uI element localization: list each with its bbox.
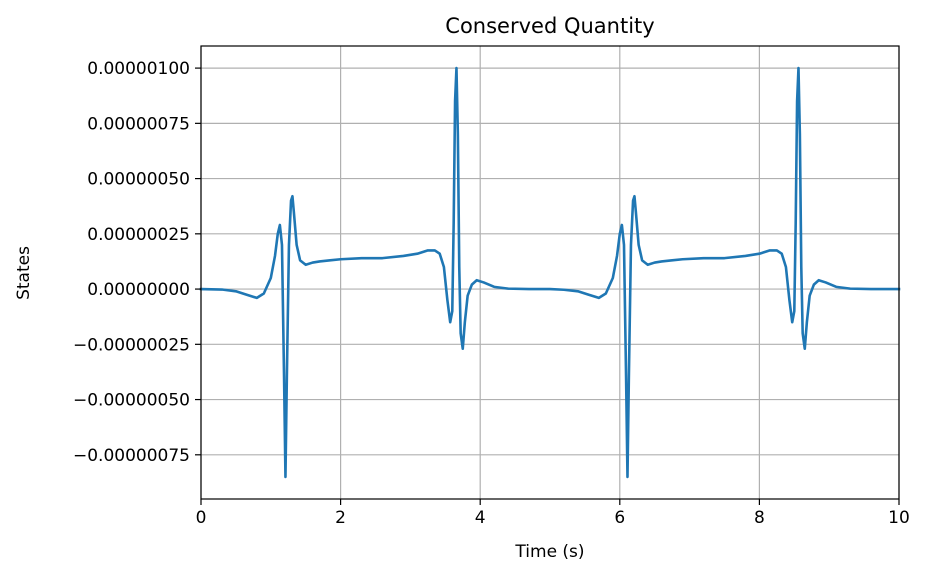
y-axis-label: States bbox=[14, 246, 34, 300]
y-axis: −0.00000075 −0.00000050 −0.00000025 0.00000… bbox=[73, 59, 201, 466]
x-tick-label: 2 bbox=[335, 508, 346, 528]
x-tick-label: 0 bbox=[196, 508, 207, 528]
y-tick-label: −0.00000050 bbox=[73, 391, 190, 411]
chart-title: Conserved Quantity bbox=[445, 14, 654, 38]
y-tick-label: 0.00000100 bbox=[87, 59, 190, 79]
series-line bbox=[199, 66, 901, 479]
x-tick-label: 4 bbox=[475, 508, 486, 528]
y-tick-label: 0.00000000 bbox=[87, 280, 190, 300]
series-layer bbox=[199, 66, 901, 479]
y-tick-label: 0.00000025 bbox=[87, 225, 190, 245]
plot-frame bbox=[200, 45, 900, 500]
y-tick-label: −0.00000025 bbox=[73, 335, 190, 355]
y-tick-label: 0.00000075 bbox=[87, 114, 190, 134]
x-tick-label: 6 bbox=[614, 508, 625, 528]
y-tick-label: −0.00000075 bbox=[73, 446, 190, 466]
x-tick-label: 10 bbox=[888, 508, 910, 528]
x-axis: 0 2 4 6 8 10 bbox=[196, 499, 910, 528]
x-axis-label: Time (s) bbox=[514, 542, 584, 562]
y-tick-label: 0.00000050 bbox=[87, 170, 190, 190]
x-tick-label: 8 bbox=[754, 508, 765, 528]
